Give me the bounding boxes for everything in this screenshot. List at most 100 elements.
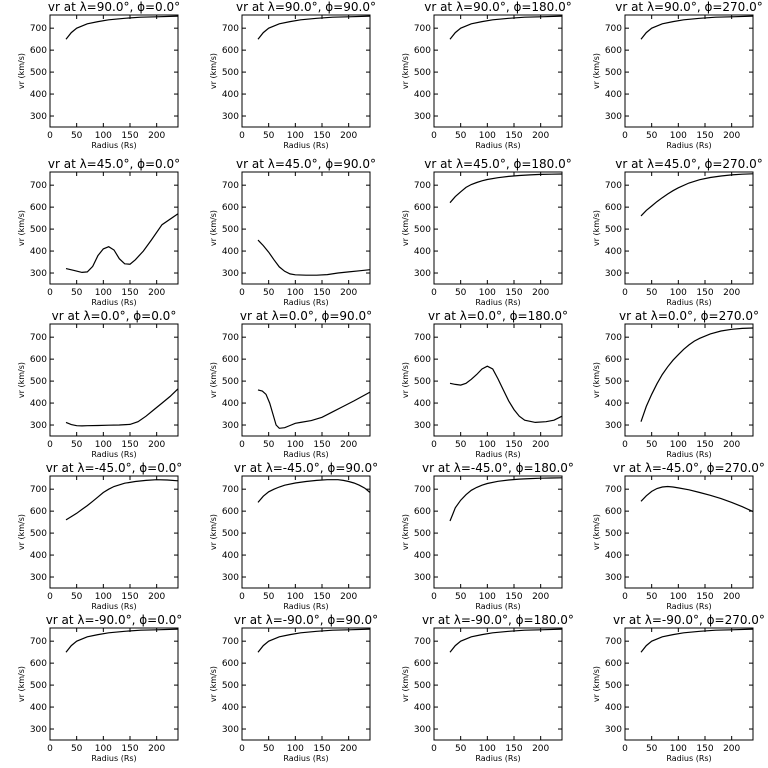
y-tick-label: 500 xyxy=(605,529,622,539)
y-tick-label: 400 xyxy=(414,90,431,100)
x-tick-label: 200 xyxy=(532,744,549,754)
x-tick-label: 200 xyxy=(723,744,740,754)
series-line xyxy=(257,15,371,40)
x-tick-label: 50 xyxy=(263,131,275,141)
x-tick-label: 100 xyxy=(479,592,496,602)
panel-title: vr at λ=90.0°, ϕ=90.0° xyxy=(236,0,376,14)
panel-title: vr at λ=90.0°, ϕ=180.0° xyxy=(424,0,572,14)
panel-title: vr at λ=-90.0°, ϕ=180.0° xyxy=(422,613,574,627)
x-axis-label: Radius (Rs) xyxy=(91,754,136,763)
x-tick-label: 100 xyxy=(287,131,304,141)
y-tick-label: 600 xyxy=(605,355,622,365)
x-tick-label: 50 xyxy=(263,440,275,450)
x-tick-label: 150 xyxy=(505,744,522,754)
x-tick-label: 150 xyxy=(121,131,138,141)
plot-frame xyxy=(433,627,563,741)
panel-title: vr at λ=90.0°, ϕ=0.0° xyxy=(48,0,180,14)
x-tick-label: 100 xyxy=(670,440,687,450)
y-tick-label: 300 xyxy=(30,421,47,431)
x-tick-label: 50 xyxy=(646,440,658,450)
x-axis-label: Radius (Rs) xyxy=(283,754,328,763)
plot-frame xyxy=(241,627,371,741)
series-line xyxy=(640,485,754,513)
panel-title: vr at λ=-90.0°, ϕ=0.0° xyxy=(46,613,183,627)
series-line xyxy=(449,477,563,522)
x-tick-label: 150 xyxy=(121,440,138,450)
x-tick-label: 200 xyxy=(532,131,549,141)
y-tick-label: 500 xyxy=(414,68,431,78)
x-tick-label: 200 xyxy=(340,592,357,602)
y-axis-label: vr (km/s) xyxy=(592,210,601,246)
y-tick-label: 300 xyxy=(605,269,622,279)
y-tick-label: 400 xyxy=(605,703,622,713)
x-tick-label: 0 xyxy=(47,592,53,602)
series-line xyxy=(640,628,754,653)
y-axis-label: vr (km/s) xyxy=(17,210,26,246)
y-tick-label: 600 xyxy=(605,659,622,669)
panel-20: vr at λ=-90.0°, ϕ=270.0° 0 50 100 150 200 300 4… xyxy=(592,613,765,763)
y-tick-label: 700 xyxy=(414,637,431,647)
y-tick-label: 300 xyxy=(414,112,431,122)
series-line xyxy=(449,365,563,424)
x-tick-label: 150 xyxy=(313,288,330,298)
x-tick-label: 0 xyxy=(47,744,53,754)
x-tick-label: 150 xyxy=(313,744,330,754)
y-axis-label: vr (km/s) xyxy=(209,514,218,550)
y-tick-label: 600 xyxy=(414,46,431,56)
series-line xyxy=(65,479,179,521)
y-tick-label: 600 xyxy=(222,659,239,669)
y-tick-label: 600 xyxy=(605,507,622,517)
x-tick-label: 100 xyxy=(95,592,112,602)
x-tick-label: 100 xyxy=(95,131,112,141)
plot-frame xyxy=(433,323,563,437)
series-line xyxy=(257,389,371,429)
x-tick-label: 50 xyxy=(455,288,467,298)
x-axis-label: Radius (Rs) xyxy=(91,298,136,307)
x-tick-label: 150 xyxy=(505,288,522,298)
x-axis-label: Radius (Rs) xyxy=(666,602,711,611)
y-tick-label: 300 xyxy=(414,725,431,735)
y-tick-label: 300 xyxy=(30,725,47,735)
y-axis-label: vr (km/s) xyxy=(17,362,26,398)
panel-title: vr at λ=0.0°, ϕ=270.0° xyxy=(619,309,759,323)
plot-frame xyxy=(433,475,563,589)
y-tick-label: 600 xyxy=(222,507,239,517)
x-tick-label: 200 xyxy=(532,592,549,602)
y-axis-label: vr (km/s) xyxy=(209,362,218,398)
panel-15: vr at λ=-45.0°, ϕ=180.0° 0 50 100 150 200 300 4… xyxy=(401,461,574,611)
y-tick-label: 500 xyxy=(30,225,47,235)
x-tick-label: 0 xyxy=(431,592,437,602)
x-tick-label: 100 xyxy=(670,288,687,298)
x-tick-label: 0 xyxy=(431,440,437,450)
plot-frame xyxy=(624,171,754,285)
x-tick-label: 150 xyxy=(696,744,713,754)
plot-frame xyxy=(624,627,754,741)
plot-frame xyxy=(49,475,179,589)
series-line xyxy=(257,479,371,503)
panel-16: vr at λ=-45.0°, ϕ=270.0° 0 50 100 150 200 300 4… xyxy=(592,461,765,611)
y-tick-label: 700 xyxy=(414,485,431,495)
panel-8: vr at λ=45.0°, ϕ=270.0° 0 50 100 150 200 300 40… xyxy=(592,157,763,307)
x-tick-label: 0 xyxy=(239,440,245,450)
y-tick-label: 400 xyxy=(222,703,239,713)
y-tick-label: 500 xyxy=(222,68,239,78)
y-tick-label: 600 xyxy=(30,203,47,213)
x-tick-label: 100 xyxy=(479,131,496,141)
x-tick-label: 150 xyxy=(505,440,522,450)
x-tick-label: 200 xyxy=(723,592,740,602)
y-tick-label: 300 xyxy=(414,421,431,431)
series-line xyxy=(640,173,754,217)
x-tick-label: 50 xyxy=(646,592,658,602)
y-tick-label: 400 xyxy=(605,247,622,257)
y-tick-label: 700 xyxy=(605,24,622,34)
y-tick-label: 700 xyxy=(605,637,622,647)
series-line xyxy=(449,628,563,653)
panel-14: vr at λ=-45.0°, ϕ=90.0° 0 50 100 150 200 300 40… xyxy=(209,461,378,611)
y-tick-label: 500 xyxy=(222,529,239,539)
panel-9: vr at λ=0.0°, ϕ=0.0° 0 50 100 150 200 300 400 50… xyxy=(17,309,179,459)
y-axis-label: vr (km/s) xyxy=(209,210,218,246)
y-tick-label: 500 xyxy=(30,529,47,539)
x-tick-label: 100 xyxy=(670,131,687,141)
x-tick-label: 0 xyxy=(47,440,53,450)
plot-frame xyxy=(624,475,754,589)
